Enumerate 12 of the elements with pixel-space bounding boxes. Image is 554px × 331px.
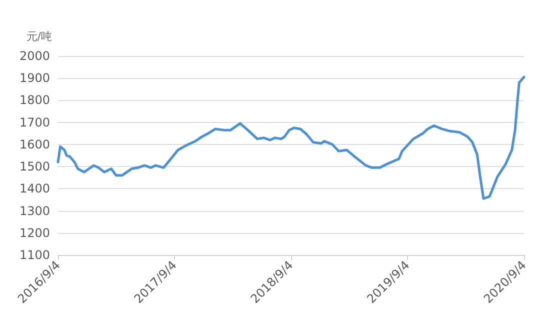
y-tick-label: 1800 [19,93,50,108]
y-tick-label: 1700 [19,115,50,130]
y-axis-title: 元/吨 [26,30,52,43]
y-tick-label: 2000 [19,49,50,63]
y-tick-label: 1600 [19,137,50,152]
y-tick-label: 1100 [19,248,50,262]
y-tick-label: 1200 [19,226,50,240]
y-tick-label: 1900 [19,71,50,86]
y-tick-label: 1300 [19,204,50,218]
line-series [56,76,526,200]
y-tick-label: 1400 [19,182,50,196]
y-tick-label: 1500 [19,160,50,174]
